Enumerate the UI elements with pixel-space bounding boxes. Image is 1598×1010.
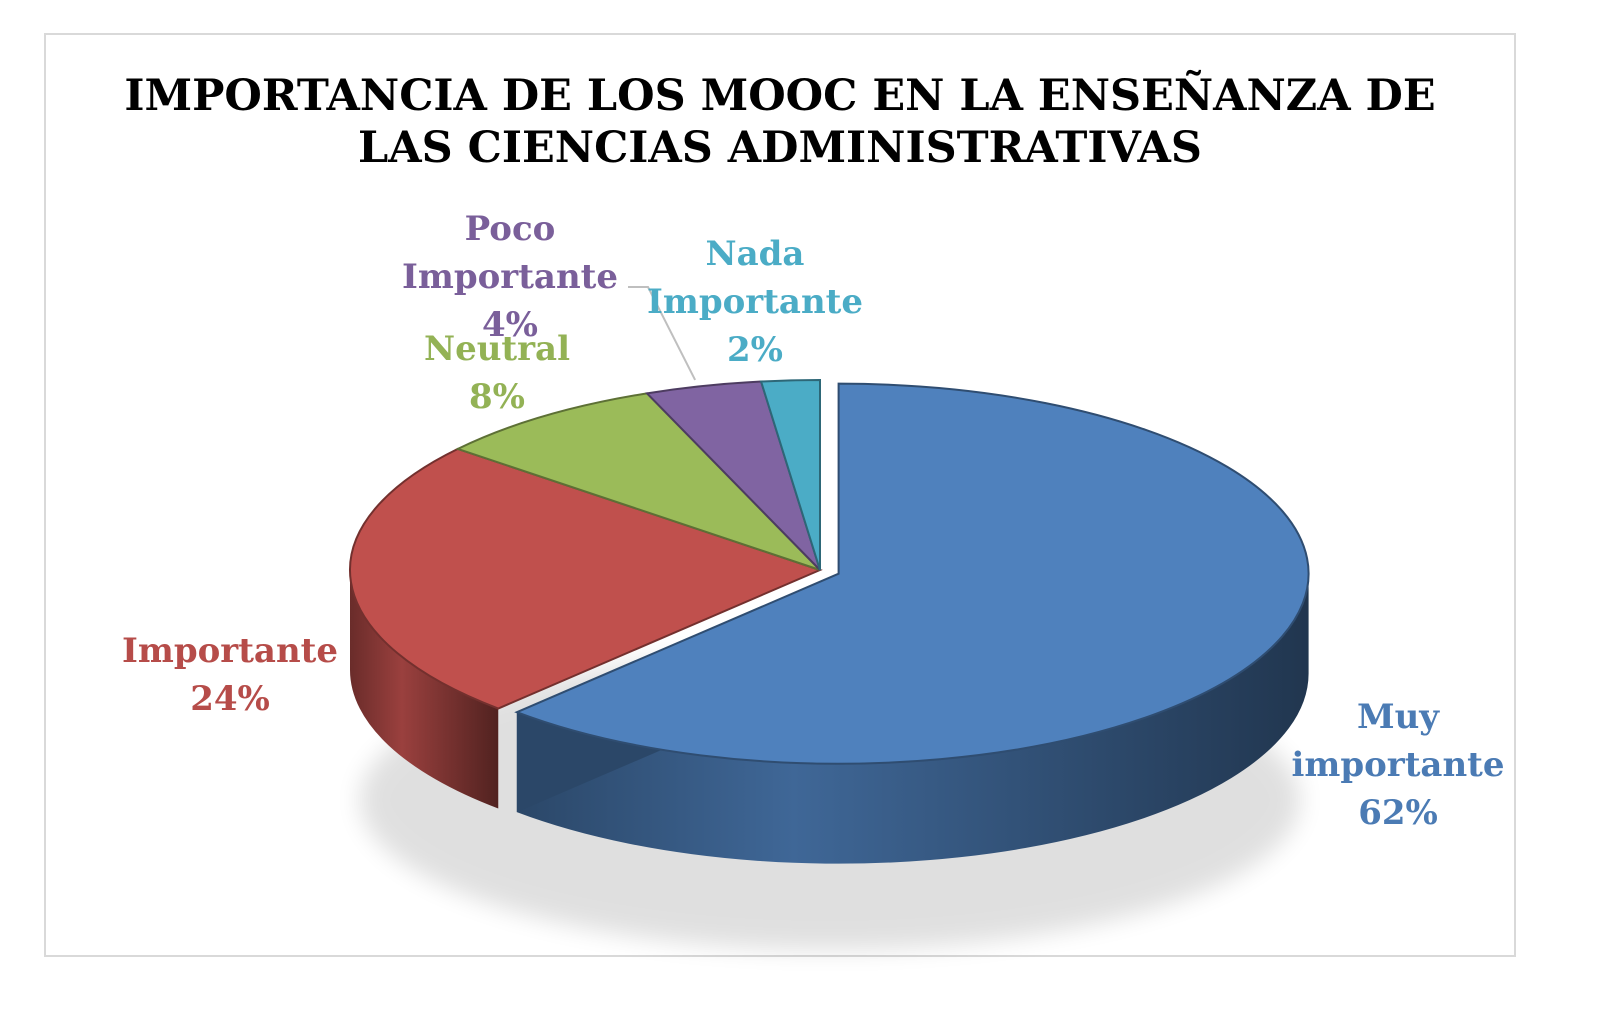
chart-title-line-2: LAS CIENCIAS ADMINISTRATIVAS <box>358 123 1202 173</box>
leader-line-poco-importante <box>628 286 697 381</box>
label-muy-importante-name-line: Muy <box>1357 697 1440 737</box>
slice-neutral-top <box>455 392 821 571</box>
slice-importante-top <box>349 447 823 710</box>
label-neutral-name-line: Neutral <box>424 329 570 369</box>
label-nada-importante-name-line: Nada <box>706 234 805 274</box>
label-poco-importante-name-line: Poco <box>465 209 556 249</box>
chart-title-line-1: IMPORTANCIA DE LOS MOOC EN LA ENSEÑANZA … <box>124 71 1436 121</box>
slice-importante-outer-wall <box>350 570 499 809</box>
label-muy-importante: Muy importante 62% <box>1291 697 1504 833</box>
label-neutral: Neutral 8% <box>424 329 570 417</box>
label-importante-name-line: Importante <box>122 631 338 671</box>
label-importante-percent: 24% <box>190 679 270 719</box>
label-muy-importante-name-line: importante <box>1291 745 1504 785</box>
chart-title: IMPORTANCIA DE LOS MOOC EN LA ENSEÑANZA … <box>44 70 1516 174</box>
label-importante: Importante 24% <box>122 631 338 719</box>
label-neutral-percent: 8% <box>469 377 525 417</box>
label-nada-importante: Nada Importante 2% <box>647 234 863 370</box>
label-nada-importante-percent: 2% <box>727 330 783 370</box>
leader-lines <box>628 286 697 381</box>
pie-tops <box>349 378 1310 765</box>
data-labels: Muy importante 62% Importante 24% Neutral 8% Po… <box>122 209 1505 833</box>
label-nada-importante-name-line: Importante <box>647 282 863 322</box>
label-poco-importante-name-line: Importante <box>402 257 618 297</box>
slice-nada-importante-top <box>759 378 821 571</box>
slice-muy-importante-outer-wall <box>516 573 1309 864</box>
label-muy-importante-percent: 62% <box>1358 793 1438 833</box>
label-poco-importante-percent: 4% <box>482 305 538 345</box>
slice-muy-importante-top <box>514 382 1310 765</box>
label-poco-importante: Poco Importante 4% <box>402 209 618 345</box>
